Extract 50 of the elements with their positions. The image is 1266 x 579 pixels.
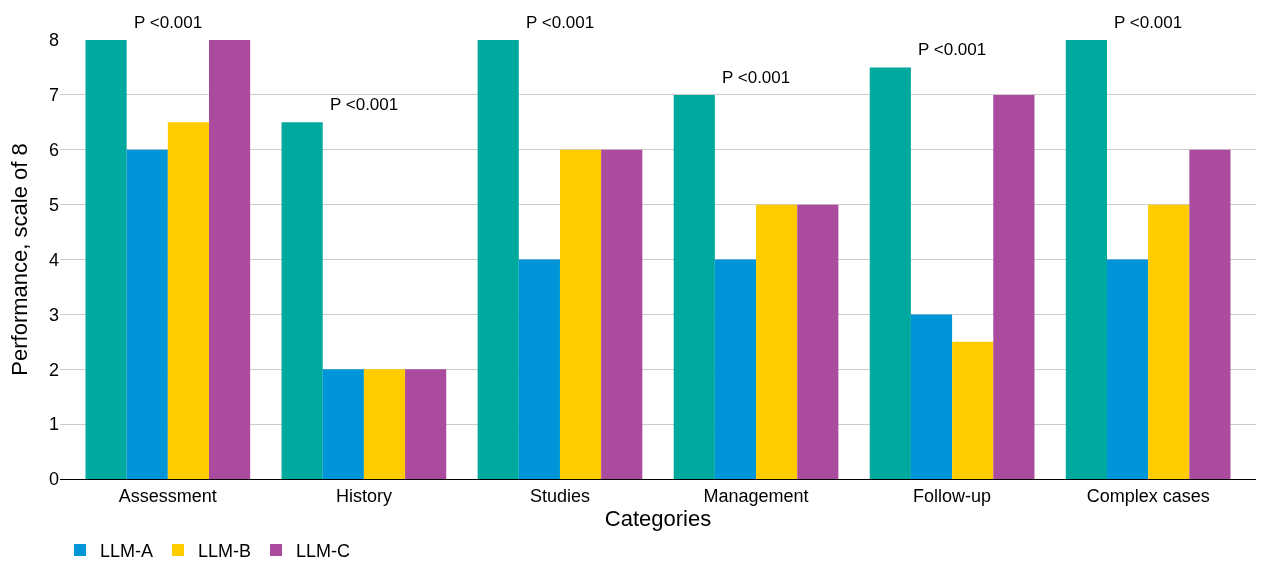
y-tick-label: 8 xyxy=(48,30,59,51)
bar xyxy=(281,122,323,479)
y-tick-label: 6 xyxy=(48,140,59,161)
x-tick-label: Complex cases xyxy=(1086,485,1210,506)
bar xyxy=(952,341,994,479)
y-tick-label: 4 xyxy=(48,249,59,270)
legend-label: LLM-B xyxy=(198,540,252,561)
bar xyxy=(126,149,168,479)
y-tick-label: 7 xyxy=(48,85,59,106)
bar xyxy=(477,40,519,479)
bar xyxy=(673,94,715,479)
bar xyxy=(1065,40,1107,479)
bar xyxy=(167,122,210,479)
bar xyxy=(1189,149,1231,479)
x-tick-label: History xyxy=(335,485,392,506)
bar xyxy=(1106,259,1149,479)
bar xyxy=(797,204,839,479)
x-tick-label: Follow-up xyxy=(913,485,992,506)
text: P <0.001 xyxy=(1114,13,1183,32)
bar xyxy=(714,259,757,479)
bar xyxy=(518,259,560,479)
bar xyxy=(756,204,798,479)
bar xyxy=(601,149,643,479)
bar xyxy=(363,369,406,479)
bar xyxy=(1148,204,1190,479)
y-tick-label: 5 xyxy=(48,194,59,215)
y-tick-label: 0 xyxy=(48,469,59,490)
annotation: P <0.001 xyxy=(722,68,791,87)
annotation: P <0.001 xyxy=(330,95,399,114)
y-tick-label: 1 xyxy=(48,414,59,435)
y-tick-label: 3 xyxy=(48,304,59,325)
x-axis-title: Categories xyxy=(604,505,712,531)
bar xyxy=(209,40,251,479)
text: P <0.001 xyxy=(526,13,595,32)
bar xyxy=(405,369,447,479)
bar xyxy=(910,314,953,479)
bar xyxy=(85,40,127,479)
x-tick-label: Studies xyxy=(529,485,590,506)
y-tick-label: 2 xyxy=(48,359,59,380)
legend-label: LLM-C xyxy=(296,540,351,561)
bar xyxy=(322,369,364,479)
legend-label: LLM-A xyxy=(100,540,154,561)
text: P <0.001 xyxy=(134,13,203,32)
x-tick-label: Management xyxy=(703,485,809,506)
x-tick-label: Assessment xyxy=(118,485,217,506)
bar xyxy=(869,67,911,479)
y-axis-title: Performance, scale of 8 xyxy=(6,143,32,376)
bar xyxy=(993,94,1035,479)
annotation: P <0.001 xyxy=(918,40,987,59)
bar xyxy=(559,149,602,479)
